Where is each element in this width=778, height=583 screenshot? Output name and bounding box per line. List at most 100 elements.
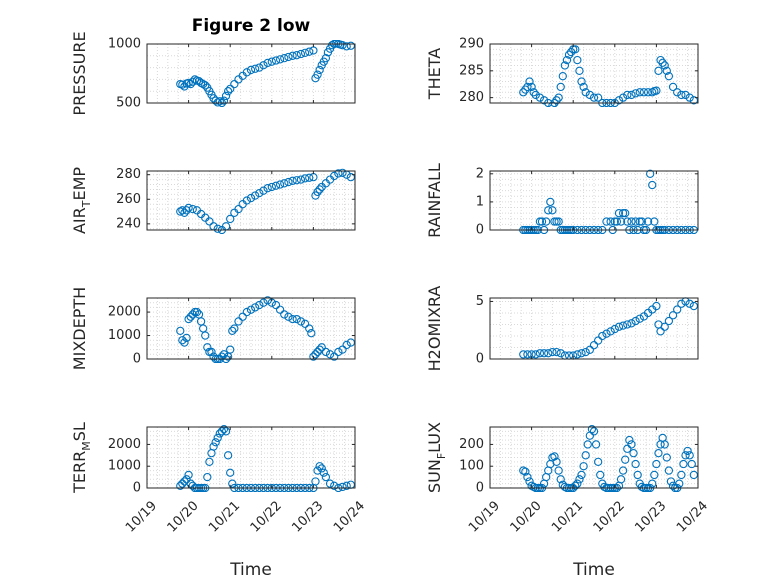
data-point <box>190 75 199 84</box>
data-point <box>675 479 684 488</box>
data-point <box>614 322 624 331</box>
y-tick-label: 1000 <box>108 328 141 343</box>
y-tick-label: 0 <box>476 352 484 367</box>
data-point <box>589 341 599 350</box>
data-point <box>207 347 216 357</box>
y-tick-label: 0 <box>133 352 141 367</box>
data-point <box>228 326 237 335</box>
data-point <box>223 451 233 460</box>
data-point <box>575 66 584 75</box>
data-point <box>346 41 355 50</box>
data-point <box>180 338 189 347</box>
y-axis-label: PRESSURE <box>70 31 89 115</box>
data-point <box>631 459 640 469</box>
data-point <box>215 97 224 106</box>
data-point <box>621 455 630 464</box>
data-point <box>246 65 256 75</box>
x-axis-label: Time <box>229 560 272 580</box>
data-point <box>648 479 657 488</box>
data-point <box>317 343 326 352</box>
data-point <box>305 47 314 56</box>
data-point <box>226 84 235 93</box>
data-point <box>685 93 694 102</box>
data-point <box>184 314 193 324</box>
data-point <box>305 173 314 182</box>
data-point <box>188 77 197 86</box>
series-h2omixra <box>519 297 698 360</box>
axes-box <box>489 43 699 104</box>
data-point <box>321 54 331 63</box>
data-point <box>668 82 678 92</box>
axes-box <box>146 170 356 231</box>
data-point <box>242 307 251 317</box>
data-point <box>342 340 351 350</box>
data-point <box>255 188 264 198</box>
data-point <box>537 217 547 226</box>
data-point <box>618 93 628 102</box>
data-point <box>548 101 557 107</box>
data-point <box>664 72 674 81</box>
axes-box <box>146 43 356 104</box>
data-point <box>334 347 343 357</box>
data-point <box>226 214 235 224</box>
data-point <box>648 180 657 190</box>
data-point <box>255 63 264 72</box>
data-point <box>679 459 688 469</box>
grid <box>489 43 699 104</box>
data-point <box>594 457 603 467</box>
data-point <box>259 61 268 70</box>
data-point <box>221 427 231 436</box>
x-tick-label: 10/19 <box>123 498 160 535</box>
data-point <box>307 329 316 338</box>
data-point <box>226 468 235 477</box>
data-point <box>635 217 644 226</box>
data-point <box>614 208 624 218</box>
data-point <box>313 347 322 357</box>
data-point <box>664 316 674 326</box>
data-point <box>689 301 698 311</box>
data-point <box>267 57 276 66</box>
data-point <box>623 320 632 329</box>
data-point <box>606 217 615 226</box>
data-point <box>594 336 603 345</box>
data-point <box>650 217 659 226</box>
data-point <box>618 466 628 475</box>
data-point <box>556 475 565 484</box>
subplot-pressure: 500 1000 PRESSURE Figure 2 low <box>70 16 356 116</box>
data-point <box>242 196 251 205</box>
data-point <box>230 79 239 89</box>
data-point <box>284 52 293 62</box>
data-point <box>616 475 626 484</box>
data-point <box>275 180 285 189</box>
data-point <box>562 55 572 65</box>
data-point <box>573 55 582 65</box>
data-point <box>631 89 640 98</box>
data-point <box>213 433 222 443</box>
data-point <box>246 305 256 314</box>
data-point <box>666 477 676 486</box>
data-point <box>656 55 665 65</box>
data-point <box>548 206 557 215</box>
data-point <box>650 470 659 480</box>
data-point <box>342 481 351 490</box>
data-point <box>623 444 632 453</box>
data-point <box>300 48 310 57</box>
data-point <box>292 51 301 60</box>
data-point <box>280 54 289 63</box>
data-point <box>230 324 239 333</box>
data-point <box>267 182 276 192</box>
data-point <box>531 90 540 100</box>
data-point <box>315 65 324 75</box>
data-point <box>519 350 528 359</box>
plot-area <box>490 171 698 230</box>
data-point <box>643 217 653 226</box>
data-point <box>656 327 665 336</box>
data-point <box>194 77 204 86</box>
data-point <box>556 82 565 92</box>
data-point <box>178 80 187 89</box>
data-point <box>602 217 611 226</box>
data-point <box>338 41 347 50</box>
data-point <box>296 49 306 59</box>
data-point <box>573 479 582 488</box>
data-point <box>687 459 696 469</box>
